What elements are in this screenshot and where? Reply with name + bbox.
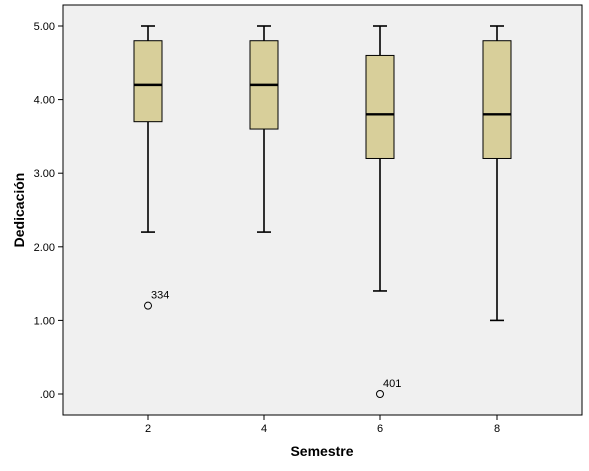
box-6: 401 [365, 25, 401, 398]
outlier-point [144, 301, 152, 310]
y-tick-label: 1.00 [34, 315, 55, 327]
x-tick-label: 8 [494, 423, 500, 435]
y-axis-title: Dedicación [11, 173, 27, 248]
iqr-box [365, 54, 395, 159]
x-tick-label: 6 [377, 423, 383, 435]
x-axis-title: Semestre [290, 443, 353, 459]
y-tick-label: .00 [40, 389, 55, 401]
y-tick-label: 3.00 [34, 168, 55, 180]
x-tick-label: 4 [261, 423, 267, 435]
box-4 [249, 25, 279, 233]
y-tick-label: 2.00 [34, 242, 55, 254]
x-tick-label: 2 [145, 423, 151, 435]
box-8 [482, 25, 512, 322]
outlier-label: 334 [151, 290, 169, 302]
boxes: 334 401 [133, 25, 512, 398]
box-2: 334 [133, 25, 169, 310]
y-tick-label: 5.00 [34, 21, 55, 33]
x-axis: 2 4 6 8 [145, 415, 500, 435]
outlier-point [376, 390, 384, 398]
iqr-box [482, 40, 512, 159]
iqr-box [133, 40, 163, 123]
y-tick-label: 4.00 [34, 95, 55, 107]
outlier-label: 401 [383, 378, 401, 390]
y-axis: .00 1.00 2.00 3.00 4.00 5.00 [34, 21, 63, 401]
